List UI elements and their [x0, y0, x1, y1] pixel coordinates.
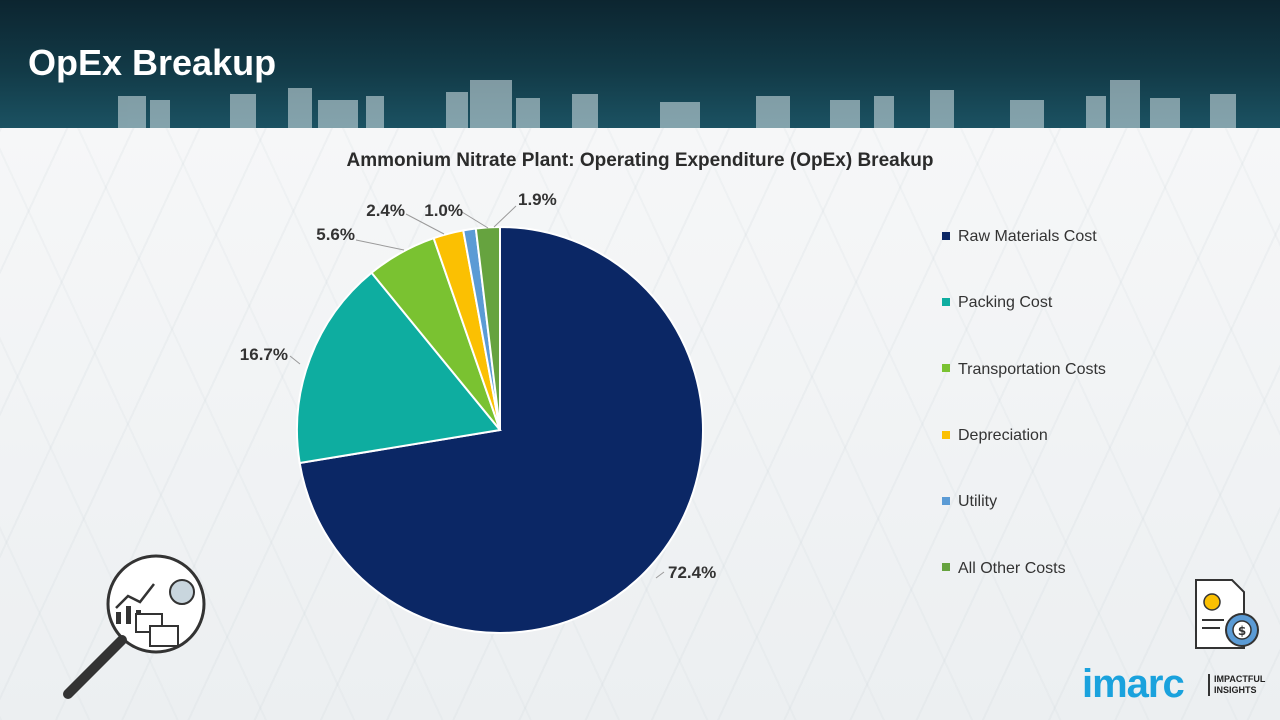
pie-slice-packing-cost: [296, 271, 502, 465]
legend-swatch: [942, 298, 950, 307]
legend-label: Raw Materials Cost: [958, 228, 1097, 245]
data-label: 16.7%: [240, 345, 288, 364]
legend-swatch: [942, 364, 950, 373]
legend-label: Depreciation: [958, 426, 1048, 444]
city-skyline: [118, 80, 1236, 128]
logo-tagline-line-1: IMPACTFUL: [1214, 674, 1266, 684]
chart-title: Ammonium Nitrate Plant: Operating Expend…: [346, 150, 934, 171]
legend-label: Packing Cost: [958, 294, 1053, 312]
legend-label: Transportation Costs: [958, 360, 1106, 378]
logo-word: imarc: [1082, 662, 1185, 706]
legend-swatch: [942, 231, 950, 240]
data-label: 1.0%: [424, 201, 463, 220]
leader-line: [655, 571, 665, 579]
data-label: 2.4%: [366, 201, 405, 220]
data-label: 5.6%: [316, 225, 355, 244]
leader-line: [355, 239, 405, 251]
logo-tagline-line-2: INSIGHTS: [1214, 685, 1257, 695]
data-label: 72.4%: [668, 563, 716, 582]
legend-item: Raw Materials Cost: [942, 228, 1097, 246]
pie-slice-raw-materials-cost: [298, 225, 704, 634]
data-label: 1.9%: [518, 190, 557, 209]
header-banner: OpEx Breakup: [0, 0, 1280, 128]
legend-item: Transportation Costs: [942, 361, 1106, 379]
page-title: OpEx Breakup: [28, 42, 277, 83]
legend-item: All Other Costs: [942, 560, 1066, 578]
legend-label: Utility: [958, 493, 998, 511]
legend-item: Depreciation: [942, 427, 1048, 445]
legend-item: Packing Cost: [942, 294, 1052, 312]
legend-swatch: [942, 496, 950, 505]
leader-line: [405, 213, 445, 235]
analytics-magnifier-icon: [63, 554, 206, 699]
leader-line: [461, 211, 489, 229]
leader-line: [493, 205, 517, 228]
leader-line: [289, 355, 301, 365]
legend-swatch: [942, 563, 950, 572]
legend-swatch: [942, 430, 950, 439]
legend-label: All Other Costs: [958, 559, 1066, 577]
invoice-gear-icon: $: [1195, 579, 1259, 649]
legend-item: Utility: [942, 493, 997, 511]
svg-text:$: $: [1238, 624, 1246, 638]
logo-tagline: IMPACTFUL INSIGHTS: [1208, 674, 1265, 696]
